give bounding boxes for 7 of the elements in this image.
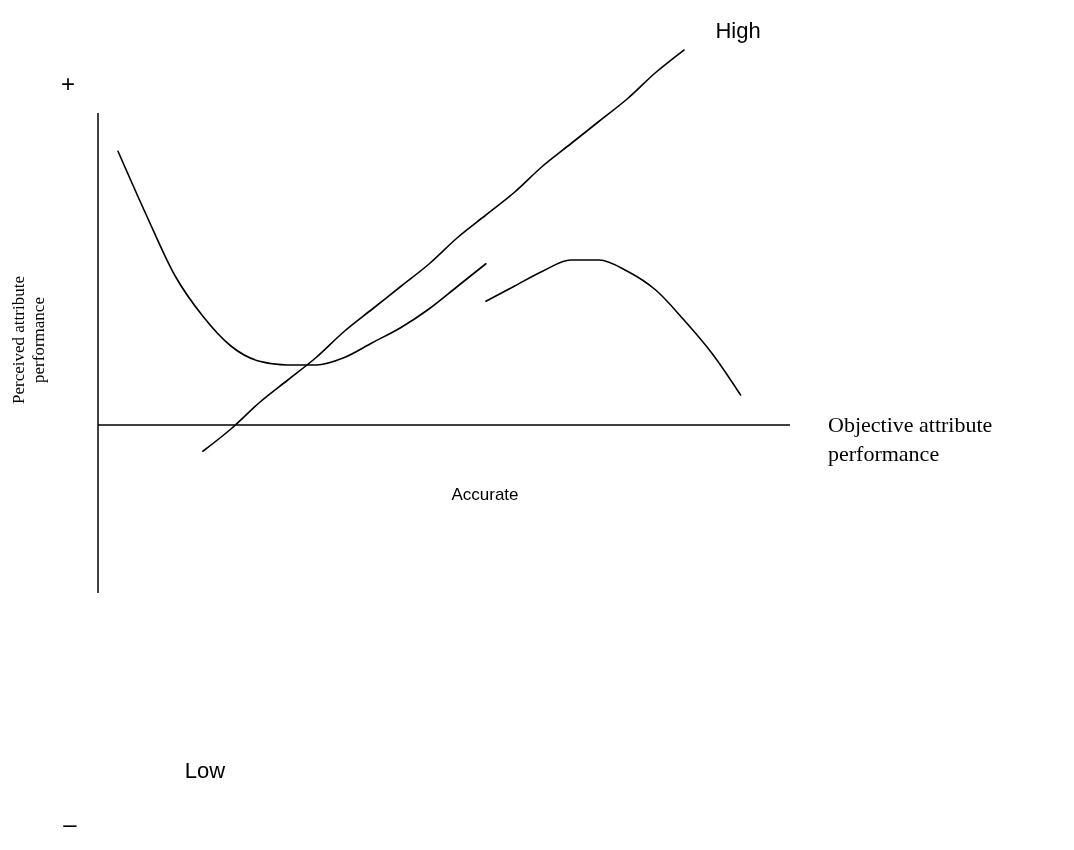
x-axis-title: Objective attribute performance <box>828 412 993 466</box>
text: – <box>63 810 78 837</box>
text: + <box>60 70 76 97</box>
text: High <box>715 18 761 43</box>
text: Accurate <box>451 485 519 504</box>
y-axis-title: Perceived attribute performance <box>9 276 48 404</box>
text: Low <box>184 758 226 783</box>
